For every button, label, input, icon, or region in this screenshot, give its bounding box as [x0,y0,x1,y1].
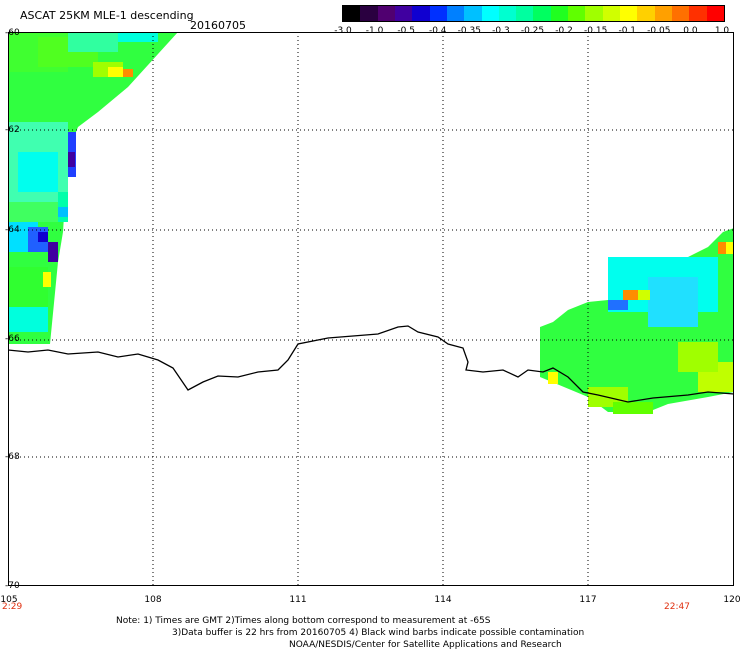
colorbar-swatch [533,6,551,21]
map-plot [8,32,734,586]
colorbar [342,5,725,22]
colorbar-swatch [585,6,603,21]
colorbar-swatch [602,6,620,21]
swath-right [540,228,734,414]
note-line-3: NOAA/NESDIS/Center for Satellite Applica… [289,640,562,650]
map-date: 20160705 [190,19,246,32]
colorbar-label: -0.3 [492,26,510,36]
lon-label-108: 108 [144,595,162,605]
graticule [8,32,734,586]
lon-label-120: 120 [723,595,740,605]
colorbar-swatch [394,6,413,21]
colorbar-label: 1.0 [714,26,730,36]
lon-label-117: 117 [579,595,597,605]
colorbar-swatch [637,6,655,21]
colorbar-swatch [550,6,569,21]
colorbar-swatch [412,6,430,21]
colorbar-swatch [498,6,517,21]
colorbar-swatch [671,6,690,21]
colorbar-label: 0.0 [683,26,698,36]
colorbar-swatch [464,6,482,21]
colorbar-swatch [620,6,638,21]
lon-label-114: 114 [434,595,452,605]
colorbar-swatch [689,6,707,21]
lat-label-70: -70 [5,581,20,591]
lat-label-64: -64 [5,225,20,235]
colorbar-swatch [429,6,447,21]
colorbar-swatch [706,6,724,21]
note-line-1: Note: 1) Times are GMT 2)Times along bot… [116,616,491,626]
colorbar-label: -0.05 [647,26,671,36]
colorbar-swatch [481,6,499,21]
colorbar-swatch [446,6,465,21]
map-title: ASCAT 25KM MLE-1 descending [20,9,194,22]
colorbar-swatch [377,6,395,21]
colorbar-label: -0.15 [584,26,608,36]
colorbar-swatch [568,6,586,21]
colorbar-label: -1.0 [365,26,384,36]
swath-left [8,32,178,344]
lat-label-66: -66 [5,334,20,344]
lat-label-60: -60 [5,28,20,38]
time-end: 22:47 [664,602,690,612]
colorbar-swatch [343,6,361,21]
colorbar-label: -3.0 [334,26,352,36]
colorbar-swatch [360,6,378,21]
lon-label-111: 111 [289,595,307,605]
colorbar-swatch [654,6,672,21]
colorbar-label: -0.5 [397,26,415,36]
lat-label-62: -62 [5,125,20,135]
time-start: 2:29 [2,602,23,612]
colorbar-label: -0.1 [618,26,637,36]
lat-label-68: -68 [5,452,20,462]
colorbar-label: -0.2 [555,26,573,36]
lon-label-105: 105 [0,595,18,605]
colorbar-label: -0.25 [520,26,545,36]
colorbar-label: -0.4 [428,26,447,36]
colorbar-swatch [516,6,534,21]
coastline [8,325,734,403]
note-line-2: 3)Data buffer is 22 hrs from 20160705 4)… [172,628,585,638]
colorbar-label: -0.35 [457,26,481,36]
